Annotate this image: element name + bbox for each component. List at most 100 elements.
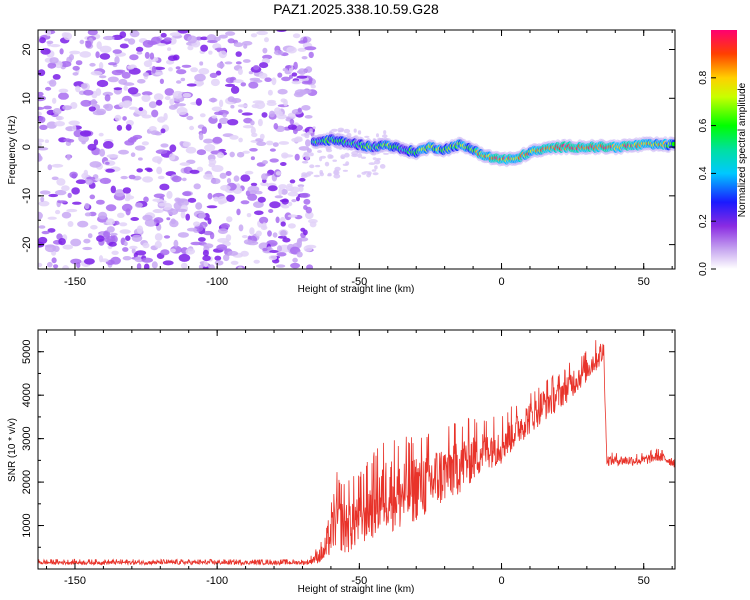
noise-dot xyxy=(174,197,182,203)
noise-dot xyxy=(66,154,71,161)
noise-dot xyxy=(253,201,264,209)
x-tick-label: -100 xyxy=(206,575,228,587)
noise-dot xyxy=(106,154,119,158)
noise-dot xyxy=(182,141,191,147)
noise-dot xyxy=(170,218,176,225)
noise-dot xyxy=(240,82,247,87)
noise-dot xyxy=(293,61,298,70)
noise-dot xyxy=(242,125,254,129)
noise-dot xyxy=(195,98,202,106)
halo-dot xyxy=(364,135,370,138)
halo-dot xyxy=(325,147,330,151)
noise-dot xyxy=(96,41,102,50)
noise-dot xyxy=(227,119,239,126)
noise-dot xyxy=(193,221,201,227)
halo-dot xyxy=(372,172,379,176)
noise-dot xyxy=(214,260,224,266)
noise-dot xyxy=(269,148,276,152)
noise-dot xyxy=(170,248,176,253)
noise-dot xyxy=(306,264,313,269)
noise-dot xyxy=(130,152,136,157)
noise-dot xyxy=(134,202,143,208)
noise-dot xyxy=(201,126,207,134)
noise-dot xyxy=(129,106,138,110)
noise-dot xyxy=(96,199,105,205)
colorbar-gradient xyxy=(711,30,737,269)
noise-dot xyxy=(246,213,252,218)
halo-dot xyxy=(374,165,378,170)
noise-dot xyxy=(286,46,297,54)
noise-dot xyxy=(51,163,64,168)
noise-dot xyxy=(85,40,92,48)
noise-dot xyxy=(77,220,89,228)
noise-dot xyxy=(107,76,119,83)
noise-dot xyxy=(70,258,82,265)
halo-dot xyxy=(342,163,348,166)
noise-dot xyxy=(127,87,139,95)
noise-dot xyxy=(301,56,308,60)
noise-dot xyxy=(110,256,121,265)
noise-dot xyxy=(259,133,265,140)
noise-dot xyxy=(286,185,294,192)
noise-dot xyxy=(169,144,177,153)
noise-dot xyxy=(142,72,150,77)
noise-dot xyxy=(61,185,70,192)
noise-dot xyxy=(275,264,286,268)
noise-dot xyxy=(230,85,240,94)
halo-dot xyxy=(372,157,377,161)
noise-dot xyxy=(225,77,235,84)
noise-dot xyxy=(258,72,268,79)
halo-dot xyxy=(368,162,376,166)
snr-panel: -150 -100 -50 0 50 1000 2000 3000 4000 5000 Heig… xyxy=(7,329,676,595)
signal-ridge xyxy=(310,131,675,168)
noise-dot xyxy=(122,256,132,261)
noise-dot xyxy=(300,227,306,232)
noise-dot xyxy=(274,107,282,114)
noise-dot xyxy=(155,149,168,154)
noise-dot xyxy=(150,130,160,135)
noise-dot xyxy=(202,249,209,257)
noise-dot xyxy=(44,139,50,143)
noise-dot xyxy=(180,262,188,269)
noise-dot xyxy=(240,250,249,257)
noise-dot xyxy=(143,263,150,269)
x-tick-label: -50 xyxy=(351,575,367,587)
noise-dot xyxy=(181,64,192,68)
noise-dot xyxy=(294,153,300,161)
noise-dot xyxy=(103,104,109,109)
halo-dot xyxy=(303,151,310,156)
noise-dot xyxy=(296,251,303,258)
noise-dot xyxy=(231,98,242,103)
noise-dot xyxy=(79,51,92,58)
noise-dot xyxy=(160,128,166,134)
noise-dot xyxy=(229,135,239,140)
noise-dot xyxy=(84,212,92,217)
noise-dot xyxy=(99,75,107,79)
noise-dot xyxy=(105,161,110,165)
noise-dot xyxy=(153,209,161,213)
noise-dot xyxy=(123,85,128,91)
noise-dot xyxy=(176,69,187,75)
y-tick-label: 5000 xyxy=(21,339,33,363)
noise-dot xyxy=(296,196,300,202)
noise-dot xyxy=(227,250,239,256)
noise-dot xyxy=(146,168,153,173)
noise-dot xyxy=(49,79,57,87)
halo-dot xyxy=(304,134,310,139)
noise-dot xyxy=(66,208,78,213)
noise-dot xyxy=(230,104,235,109)
halo-dot xyxy=(309,152,314,157)
noise-dot xyxy=(122,116,127,121)
noise-dot xyxy=(153,93,164,101)
halo-dot xyxy=(332,159,338,162)
noise-dot xyxy=(277,72,283,78)
noise-dot xyxy=(289,118,295,125)
noise-dot xyxy=(266,101,277,106)
noise-dot xyxy=(236,208,241,216)
halo-dot xyxy=(351,153,358,158)
noise-dot xyxy=(275,171,282,176)
noise-dot xyxy=(181,177,187,182)
noise-dot xyxy=(287,214,298,218)
noise-dot xyxy=(258,242,270,250)
noise-dot xyxy=(219,117,229,125)
